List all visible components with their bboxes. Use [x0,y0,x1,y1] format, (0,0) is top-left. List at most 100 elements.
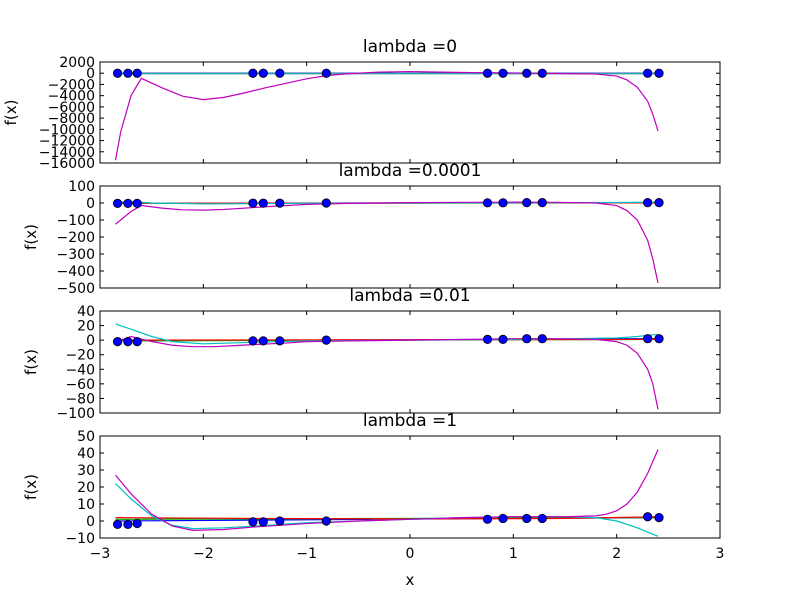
panel-2-ylabel: f(x) [22,349,40,375]
panel-2-series-4-line [115,335,659,410]
panel-1-title: lambda =0.0001 [339,161,482,181]
panel-1-ylabel: f(x) [22,224,40,250]
panel-1-point [123,198,133,208]
panel-0-ytick-label: 2000 [59,55,95,71]
panel-2-ytick-label: 40 [77,304,95,320]
panel-2-ytick-label: −60 [65,377,95,393]
panel-2-point [522,334,532,344]
panel-0-ytick-label: −8000 [48,111,95,127]
panel-2-point [482,334,493,345]
panel-3-point [321,516,331,526]
panel-0-frame [99,61,721,164]
panel-1-point [537,198,547,208]
panel-0-point [482,68,493,78]
panel-3-point [482,514,493,524]
panel-3-point [498,513,508,524]
panel-1-ytick-label: −200 [57,230,95,246]
panel-0-ytick-label: 0 [86,66,95,82]
panel-2-ytick-label: −40 [65,362,95,378]
panel-3-point [275,516,285,526]
x-tick-label: −3 [90,546,111,562]
x-tick-label: −1 [296,546,317,562]
panel-0-point [123,68,133,78]
panel-0-point [643,68,653,78]
panel-3-title: lambda =1 [363,411,457,431]
panel-0-ytick-label: −4000 [48,89,95,105]
panel-3-point [112,519,123,530]
panel-3-point [654,512,664,523]
panel-3-ylabel: f(x) [22,474,40,500]
panel-1-point [654,198,664,208]
panel-1-ytick-label: 100 [68,179,95,195]
panel-0-point [321,68,331,78]
x-tick-label: 2 [612,546,621,562]
panel-0-ytick-label: −2000 [48,77,95,93]
panel-3-ytick-label: 50 [77,429,95,445]
panel-0-point [537,68,547,78]
panel-2-point [643,334,653,344]
panel-0-point [258,68,268,78]
panel-0-ytick-label: −10000 [39,122,95,138]
panel-3-ytick-label: 30 [77,463,95,479]
panel-0-series-4-line [114,70,659,161]
panel-0-ytick-label: −6000 [48,100,95,116]
panel-1-point [248,198,258,208]
x-tick-label: 0 [406,546,415,562]
panel-2-ytick-label: 0 [86,333,95,349]
panel-1-point [132,198,142,208]
panel-2-point [498,334,508,345]
panel-3-frame [99,435,721,539]
panel-1-point [258,198,268,208]
panel-0-point [132,68,142,78]
x-axis-label: x [406,571,415,589]
panel-3-point [248,517,258,527]
panel-1-ytick-label: −300 [57,247,95,263]
panel-0-point [248,68,258,78]
panel-1-point [482,198,493,208]
panel-1-ytick-label: −500 [57,281,95,297]
panel-1-point [643,198,653,208]
panel-0-point [654,68,664,78]
panel-2-ytick-label: −80 [65,391,95,407]
panel-2-point [132,336,142,347]
panel-0-point [275,68,285,78]
panel-1-point [498,198,508,208]
panel-3-point [537,513,547,524]
panel-1-ytick-label: −400 [57,264,95,280]
x-tick-label: 3 [716,546,725,562]
panel-1-point [275,198,285,208]
panel-3-ytick-label: 20 [77,480,95,496]
panel-0-point [522,68,532,78]
panel-3-point [123,519,133,530]
panel-1-point [321,198,331,208]
panel-1-point [112,198,123,208]
panel-0-ytick-label: −16000 [39,156,95,172]
panel-3-point [522,513,532,524]
panel-3-ytick-label: 40 [77,446,95,462]
panel-2-point [537,334,547,344]
panel-3-ytick-label: 0 [86,514,95,530]
panel-2-point [321,335,331,345]
panel-3-point [132,518,142,529]
panel-2-ytick-label: −100 [57,406,95,422]
panel-0-point [112,68,123,78]
panel-3-point [258,517,268,527]
panel-2-point [248,336,258,346]
panel-1-series-4-line [115,201,659,284]
panel-2-point [123,336,133,347]
panel-2-title: lambda =0.01 [349,286,470,306]
panel-3-ytick-label: 10 [77,497,95,513]
panel-0-title: lambda =0 [363,37,457,57]
panel-0-ytick-label: −12000 [39,134,95,150]
panel-2-point [112,336,123,347]
panel-1-frame [99,185,721,289]
panel-3-point [643,512,653,522]
panel-0-ylabel: f(x) [2,100,20,126]
panel-3-ytick-label: −10 [65,531,95,547]
panel-2-ytick-label: −20 [65,348,95,364]
panel-1-point [522,198,532,208]
panel-0-point [498,68,508,78]
x-tick-label: 1 [509,546,518,562]
panel-2-frame [99,310,721,414]
